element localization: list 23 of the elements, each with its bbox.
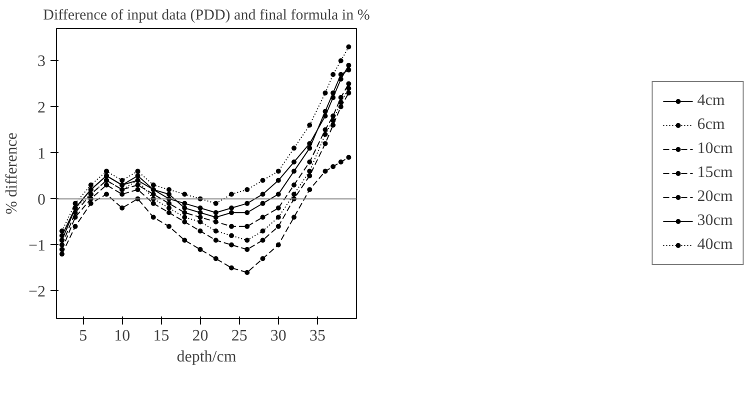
y-tick-label: 2 [38,99,46,116]
x-tick-label: 35 [309,328,326,344]
x-tick-label: 25 [231,328,248,344]
x-tick-label: 30 [270,328,286,344]
legend-label: 15cm [697,164,733,182]
y-tick-label: 3 [38,53,46,70]
y-tick-label: −2 [28,283,46,300]
legend-label: 40cm [697,236,733,254]
legend-label: 6cm [697,116,725,134]
y-tick-label: 0 [38,191,46,208]
legend-label: 30cm [697,212,733,230]
x-tick-label: 20 [192,328,208,344]
legend-label: 20cm [697,188,733,206]
legend-label: 4cm [697,92,725,110]
y-axis-title: % difference [3,132,20,214]
x-tick-label: 10 [114,328,130,344]
x-axis-title: depth/cm [176,348,237,366]
x-tick-label: 15 [153,328,170,344]
chart-title: Difference of input data (PDD) and final formula in % [43,8,370,24]
legend-label: 10cm [697,140,733,158]
x-tick-label: 5 [79,328,88,344]
y-tick-label: 1 [38,145,46,162]
y-tick-label: −1 [28,237,46,254]
